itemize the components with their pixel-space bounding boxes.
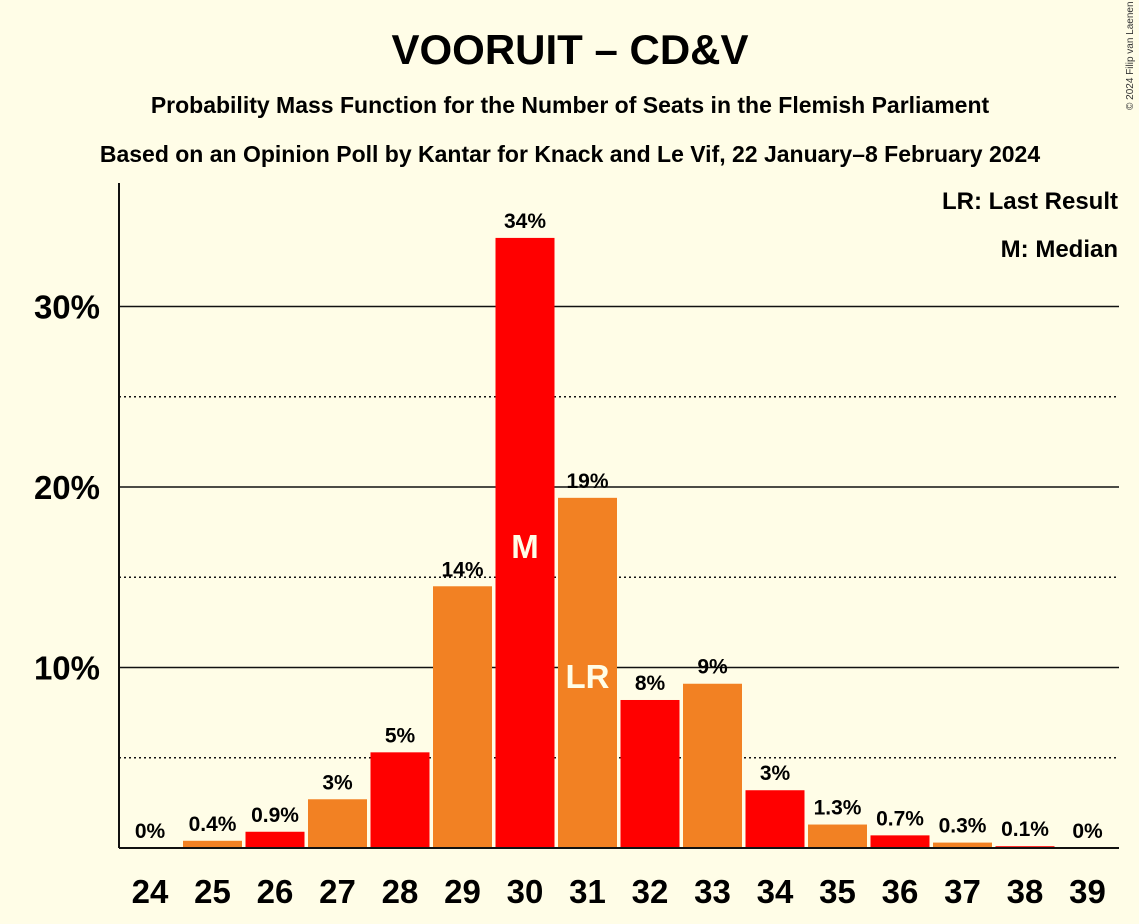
data-label-27: 3% bbox=[322, 771, 353, 794]
data-label-31: 19% bbox=[566, 470, 608, 493]
bar-35 bbox=[808, 824, 867, 848]
data-label-30: 34% bbox=[504, 210, 546, 233]
y-axis: 10% 20% 30% bbox=[34, 183, 120, 848]
x-tick-24: 24 bbox=[132, 873, 169, 910]
x-axis: 24 25 26 27 28 29 30 31 32 33 34 35 36 37 38 39 bbox=[119, 847, 1119, 910]
x-tick-28: 28 bbox=[382, 873, 419, 910]
y-tick-label: 20% bbox=[34, 469, 100, 506]
data-label-34: 3% bbox=[760, 762, 791, 785]
data-label-35: 1.3% bbox=[814, 797, 862, 820]
x-tick-26: 26 bbox=[257, 873, 294, 910]
x-tick-30: 30 bbox=[507, 873, 544, 910]
data-label-39: 0% bbox=[1072, 820, 1103, 843]
x-tick-25: 25 bbox=[194, 873, 231, 910]
bar-25 bbox=[183, 840, 242, 848]
data-label-36: 0.7% bbox=[876, 807, 924, 830]
x-tick-27: 27 bbox=[319, 873, 356, 910]
chart-subtitle: Probability Mass Function for the Number… bbox=[151, 92, 990, 118]
x-tick-35: 35 bbox=[819, 873, 856, 910]
bars bbox=[183, 237, 1055, 848]
y-tick-label: 10% bbox=[34, 650, 100, 687]
bar-28 bbox=[370, 752, 430, 848]
chart-source: Based on an Opinion Poll by Kantar for K… bbox=[100, 141, 1041, 167]
median-marker: M bbox=[511, 528, 539, 565]
x-tick-31: 31 bbox=[569, 873, 606, 910]
legend-last-result: LR: Last Result bbox=[942, 188, 1118, 215]
bar-33 bbox=[683, 683, 742, 848]
data-label-33: 9% bbox=[697, 656, 728, 679]
data-label-28: 5% bbox=[385, 724, 416, 747]
x-tick-33: 33 bbox=[694, 873, 731, 910]
bar-31 bbox=[558, 497, 617, 848]
x-tick-32: 32 bbox=[632, 873, 669, 910]
data-label-38: 0.1% bbox=[1001, 818, 1049, 841]
y-tick-label: 30% bbox=[34, 289, 100, 326]
x-tick-37: 37 bbox=[944, 873, 981, 910]
x-tick-38: 38 bbox=[1007, 873, 1044, 910]
bar-32 bbox=[620, 699, 680, 848]
data-label-26: 0.9% bbox=[251, 804, 299, 827]
x-tick-39: 39 bbox=[1069, 873, 1106, 910]
chart-title: VOORUIT – CD&V bbox=[391, 26, 748, 73]
x-tick-36: 36 bbox=[882, 873, 919, 910]
data-label-24: 0% bbox=[135, 820, 166, 843]
data-label-25: 0.4% bbox=[189, 813, 237, 836]
data-labels: 0% 0.4% 0.9% 3% 5% 14% 34% 19% 8% 9% 3% 1.3% 0.7% 0.3… bbox=[135, 210, 1103, 843]
x-tick-34: 34 bbox=[757, 873, 794, 910]
x-tick-29: 29 bbox=[444, 873, 481, 910]
data-label-29: 14% bbox=[441, 558, 483, 581]
legend-median: M: Median bbox=[1001, 236, 1118, 263]
data-label-37: 0.3% bbox=[939, 815, 987, 838]
bar-26 bbox=[245, 831, 305, 848]
bar-36 bbox=[870, 835, 930, 848]
bar-37 bbox=[933, 842, 992, 848]
bar-29 bbox=[433, 586, 492, 848]
copyright-note: © 2024 Filip van Laenen bbox=[1125, 1, 1136, 110]
bar-27 bbox=[308, 799, 367, 848]
data-label-32: 8% bbox=[635, 672, 666, 695]
last-result-marker: LR bbox=[566, 658, 610, 695]
gridlines bbox=[119, 305, 1119, 759]
bar-34 bbox=[745, 790, 805, 848]
bar-30 bbox=[495, 237, 555, 848]
